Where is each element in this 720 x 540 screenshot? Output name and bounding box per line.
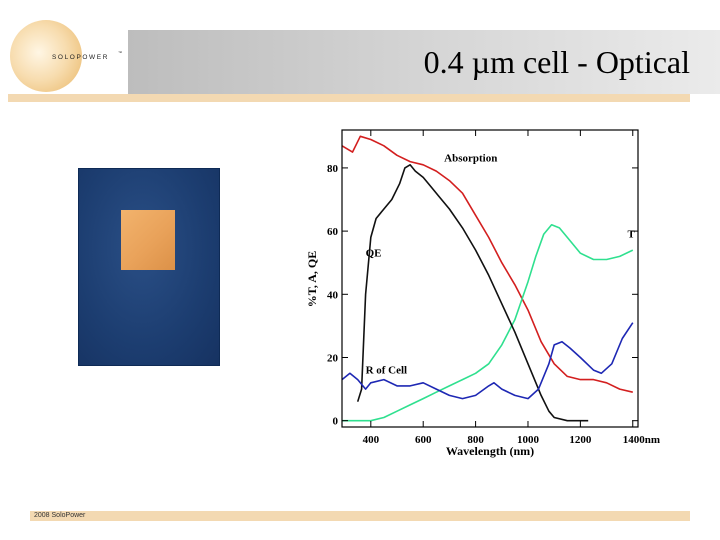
- chart-annotations: Absorption T QE R of Cell: [366, 153, 636, 377]
- y-tick-label: 60: [327, 226, 339, 238]
- logo-mark: SOLOPOWER ™: [10, 20, 122, 92]
- header-rule: [8, 94, 690, 102]
- series-line-absorption: [341, 135, 633, 393]
- y-tick-label: 80: [327, 163, 339, 175]
- x-tick-label: 1200: [569, 434, 592, 446]
- axis-ticks: [342, 130, 638, 427]
- solopower-logo: SOLOPOWER ™: [8, 14, 128, 98]
- logo-trademark: ™: [118, 50, 122, 55]
- slide-title: 0.4 µm cell - Optical: [423, 44, 690, 80]
- y-tick-label: 20: [327, 352, 339, 364]
- annotation-qe: QE: [366, 247, 382, 259]
- cell-photo: [78, 168, 220, 366]
- annotation-t: T: [628, 228, 636, 240]
- axis-tick-labels: 400 600 800 1000 1200 1400nm 0 20 40 60 80: [327, 163, 660, 446]
- x-tick-label: 1000: [517, 434, 540, 446]
- logo-text: SOLOPOWER: [52, 54, 109, 61]
- optical-chart: 400 600 800 1000 1200 1400nm 0 20 40 60 80 Absorpt…: [300, 125, 670, 465]
- footer-copyright: 2008 SoloPower: [34, 512, 86, 519]
- annotation-r-of-cell: R of Cell: [366, 364, 408, 376]
- series-line-t: [342, 224, 634, 422]
- footer-bar: [30, 511, 690, 521]
- cell-sample-square: [121, 210, 175, 270]
- chart-svg: 400 600 800 1000 1200 1400nm 0 20 40 60 80 Absorpt…: [305, 129, 660, 458]
- x-axis-label: Wavelength (nm): [446, 444, 534, 458]
- series-line-qe: [356, 163, 589, 422]
- x-tick-label: 400: [363, 434, 380, 446]
- x-tick-label: 800: [467, 434, 484, 446]
- y-tick-label: 40: [327, 289, 339, 301]
- x-tick-label: 600: [415, 434, 432, 446]
- plot-lines: [341, 135, 634, 422]
- annotation-absorption: Absorption: [444, 153, 497, 165]
- y-tick-label: 0: [333, 416, 339, 428]
- header-band: [128, 30, 720, 94]
- x-tick-label: 1400nm: [623, 434, 660, 446]
- y-axis-label: %T, A, QE: [305, 251, 319, 307]
- plot-frame: [341, 129, 639, 428]
- series-line-r-of-cell: [341, 322, 634, 400]
